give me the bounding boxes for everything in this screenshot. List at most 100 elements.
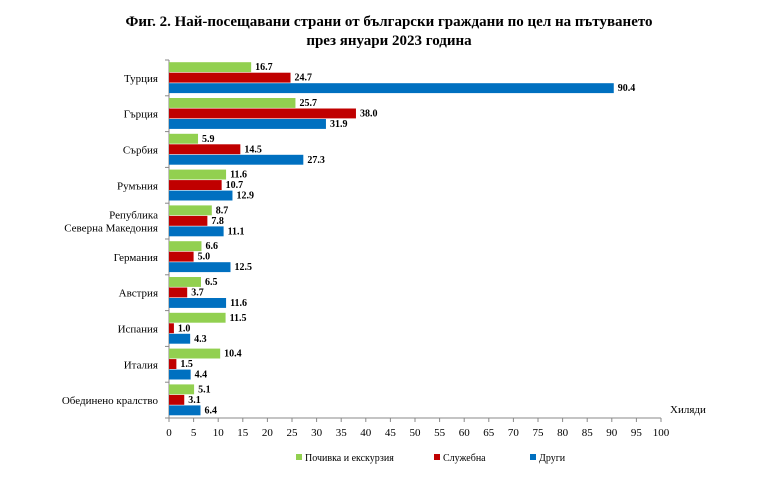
bar-value-label: 14.5: [244, 144, 262, 155]
x-tick-label: 0: [166, 427, 172, 439]
x-tick-label: 35: [336, 427, 348, 439]
bar: [169, 251, 194, 262]
bar-value-label: 11.6: [230, 298, 247, 309]
x-tick-label: 85: [582, 427, 594, 439]
x-tick-label: 25: [287, 427, 299, 439]
legend-swatch: [296, 454, 302, 460]
bar: [169, 154, 304, 165]
bar-value-label: 5.9: [202, 134, 215, 145]
bar-value-label: 11.6: [230, 170, 247, 181]
bar: [169, 215, 208, 226]
bar: [169, 180, 222, 190]
x-tick-label: 60: [459, 427, 471, 439]
bar: [169, 359, 177, 369]
bar-value-label: 8.7: [216, 205, 229, 216]
bar-value-label: 1.5: [180, 359, 193, 370]
bar: [169, 312, 226, 323]
bar-value-label: 11.5: [230, 313, 247, 324]
x-tick-label: 45: [385, 427, 397, 439]
bar-value-label: 4.3: [194, 334, 207, 345]
bar: [169, 405, 201, 416]
x-tick-label: 50: [410, 427, 422, 439]
x-tick-label: 95: [631, 427, 643, 439]
x-tick-label: 15: [237, 427, 249, 439]
bar-value-label: 7.8: [211, 216, 224, 227]
bar-value-label: 4.4: [195, 370, 208, 381]
legend-label: Служебна: [443, 453, 486, 464]
bar-value-label: 12.5: [235, 262, 253, 273]
plot-area: 0 5 10 15 20 25 30 35 40 45 50 55 60 65 70 75 80 85 90 95 10…: [62, 59, 670, 439]
bar-value-label: 27.3: [307, 155, 325, 166]
bar-value-label: 38.0: [360, 109, 378, 120]
bar: [169, 277, 201, 287]
bar-value-label: 90.4: [618, 83, 636, 94]
x-tick-label: 80: [557, 427, 569, 439]
x-tick-label: 90: [606, 427, 618, 439]
category-label: Румъния: [117, 180, 158, 192]
bar: [169, 169, 227, 180]
bar-value-label: 6.5: [205, 277, 218, 288]
legend: Почивка и екскурзия Служебна Други: [296, 453, 566, 464]
bar: [169, 205, 212, 216]
bar-value-label: 31.9: [330, 119, 348, 130]
bar-value-label: 11.1: [228, 226, 245, 237]
bar-value-label: 24.7: [295, 73, 313, 84]
bar: [169, 62, 252, 73]
bar: [169, 298, 227, 308]
bar-value-label: 25.7: [299, 98, 317, 109]
category-label: Република: [109, 210, 158, 222]
bar: [169, 98, 296, 108]
bar: [169, 369, 191, 380]
bar-value-label: 3.1: [188, 395, 201, 406]
bar-value-label: 10.7: [226, 180, 244, 191]
bar: [169, 190, 233, 201]
bar: [169, 287, 188, 298]
bar-value-label: 5.0: [198, 252, 211, 263]
bar: [169, 323, 174, 334]
chart-title: Фиг. 2. Най-посещавани страни от българс…: [125, 14, 652, 49]
x-tick-label: 30: [311, 427, 323, 439]
category-label: Сърбия: [123, 145, 158, 157]
bar-value-label: 12.9: [236, 191, 254, 202]
x-tick-label: 65: [483, 427, 495, 439]
x-tick-label: 20: [262, 427, 274, 439]
bar: [169, 144, 241, 155]
bar: [169, 394, 185, 405]
chart-title-line-1: Фиг. 2. Най-посещавани страни от българс…: [125, 14, 652, 30]
bar: [169, 119, 326, 129]
bar: [169, 226, 224, 237]
category-label: Турция: [124, 73, 158, 85]
bar-value-label: 16.7: [255, 62, 273, 73]
bar: [169, 83, 614, 94]
bar: [169, 333, 191, 344]
bar-value-label: 6.6: [205, 241, 218, 252]
category-label: Австрия: [119, 288, 158, 300]
bar: [169, 241, 202, 252]
bar: [169, 348, 221, 359]
x-tick-label: 5: [191, 427, 197, 439]
category-label: Гърция: [124, 109, 158, 121]
bar-value-label: 5.1: [198, 384, 211, 395]
x-tick-label: 55: [434, 427, 446, 439]
bar: [169, 133, 199, 144]
x-tick-label: 40: [360, 427, 372, 439]
category-label: Испания: [118, 324, 158, 336]
bar-value-label: 1.0: [178, 323, 191, 334]
category-label: Северна Македония: [64, 223, 158, 235]
x-axis-unit-label: Хиляди: [670, 404, 706, 416]
legend-swatch: [434, 454, 440, 460]
bar: [169, 72, 291, 83]
chart-title-line-2: през януари 2023 година: [306, 33, 472, 49]
bar: [169, 262, 231, 273]
legend-swatch: [530, 454, 536, 460]
x-tick-label: 10: [213, 427, 225, 439]
legend-label: Почивка и екскурзия: [305, 453, 394, 464]
bar-value-label: 10.4: [224, 349, 242, 360]
legend-label: Други: [539, 453, 566, 464]
bar-value-label: 6.4: [204, 405, 217, 416]
category-label: Италия: [124, 359, 158, 371]
x-tick-label: 70: [508, 427, 520, 439]
bar: [169, 384, 195, 395]
x-tick-label: 100: [653, 427, 670, 439]
